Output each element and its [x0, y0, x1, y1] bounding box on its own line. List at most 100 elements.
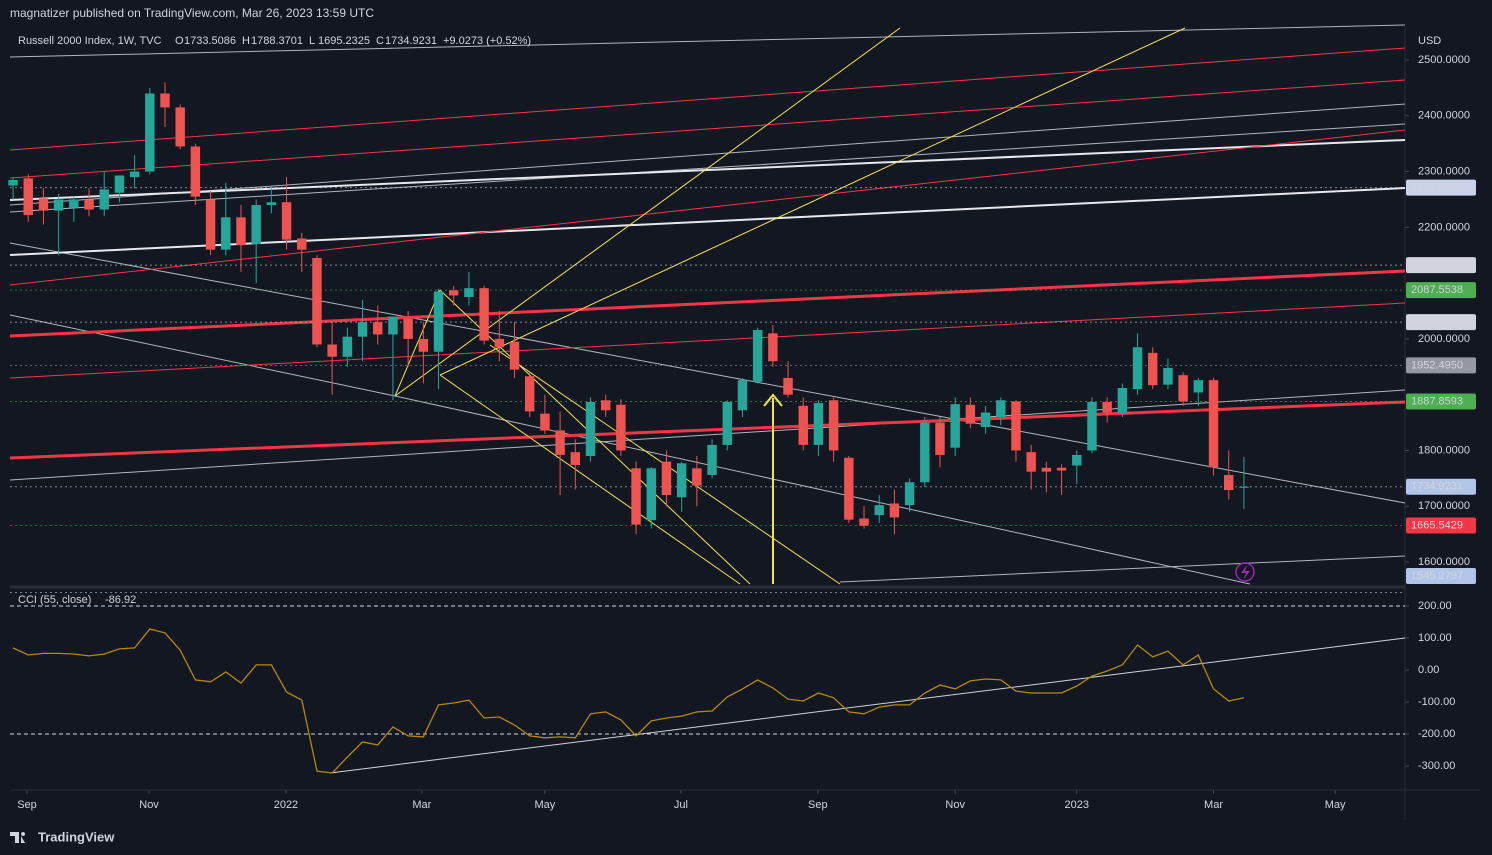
- candle-body: [266, 202, 277, 206]
- candle-body: [920, 422, 930, 483]
- candle-body: [84, 199, 94, 210]
- candle-body: [783, 377, 793, 395]
- price-label-box: [1406, 282, 1476, 299]
- candle-body: [631, 468, 641, 525]
- y-tick-label: -100.00: [1418, 696, 1455, 708]
- candle-body: [327, 344, 337, 357]
- y-tick-label: 100.00: [1418, 632, 1452, 644]
- candle-body: [722, 401, 732, 445]
- x-tick-label: 2023: [1065, 799, 1089, 811]
- candle-body: [281, 202, 292, 240]
- price-label: 2132.2527: [1411, 259, 1463, 271]
- x-tick-label: Mar: [412, 799, 431, 811]
- candle-body: [585, 401, 596, 457]
- candle-body: [373, 322, 383, 335]
- candle-body: [1224, 475, 1234, 491]
- candle-body: [1163, 367, 1173, 385]
- candle-body: [388, 316, 398, 335]
- candle-body: [524, 376, 535, 412]
- x-tick-label: Sep: [808, 799, 828, 811]
- candle-body: [904, 482, 915, 506]
- candle-body: [692, 468, 702, 486]
- currency: USD: [1418, 35, 1441, 47]
- candle-body: [844, 457, 854, 520]
- candle-body: [980, 412, 991, 428]
- y-tick-label: 0.00: [1418, 664, 1439, 676]
- x-tick-label: Nov: [139, 799, 159, 811]
- ohlc-key: C: [376, 35, 384, 47]
- drawings: [9, 24, 1406, 774]
- candle-body: [357, 322, 368, 337]
- candle-body: [433, 291, 444, 352]
- y-tick-label: 2200.0000: [1418, 221, 1470, 233]
- candle-body: [221, 217, 231, 250]
- y-tick-label: 200.00: [1418, 600, 1452, 612]
- candle-body: [190, 146, 201, 197]
- candle-body: [1072, 454, 1082, 466]
- candle-body: [23, 178, 33, 216]
- candle-body: [403, 318, 413, 339]
- y-tick-label: 2400.0000: [1418, 110, 1470, 122]
- candle-body: [129, 171, 140, 178]
- ohlc-value: 1788.3701: [251, 35, 303, 47]
- candle-body: [950, 404, 960, 448]
- price-label-box: [1406, 179, 1476, 196]
- candle-body: [236, 217, 246, 246]
- candle-body: [297, 238, 307, 250]
- ohlc-key: O: [175, 35, 184, 47]
- candle-body: [570, 452, 581, 465]
- candle-body: [1178, 375, 1188, 402]
- change: +9.0273 (+0.52%): [443, 35, 531, 47]
- candle-body: [889, 503, 900, 518]
- candle-body: [676, 463, 687, 498]
- y-tick-label: -200.00: [1418, 728, 1455, 740]
- candle-body: [99, 189, 109, 210]
- candle-body: [464, 288, 474, 298]
- ohlc-key: H: [242, 35, 250, 47]
- price-label: 2030.0509: [1411, 316, 1463, 328]
- candle-body: [1026, 452, 1036, 472]
- candle-body: [38, 198, 49, 211]
- legend: Russell 2000 Index, 1W, TVC O 1733.5086 H 1…: [18, 35, 531, 47]
- candle-body: [1087, 401, 1097, 451]
- candle-body: [251, 205, 261, 245]
- x-tick-label: May: [1325, 799, 1346, 811]
- y-tick-label: 2500.0000: [1418, 54, 1470, 66]
- brand: TradingView: [38, 829, 115, 844]
- candle-body: [1102, 401, 1112, 413]
- candle-body: [494, 338, 505, 348]
- candle-body: [935, 422, 945, 455]
- publisher: magnatizer published on TradingView.com,…: [10, 6, 374, 20]
- price-label: 2271.2423: [1411, 182, 1463, 194]
- price-label: 1734.9231: [1411, 481, 1463, 493]
- symbol: Russell 2000 Index, 1W, TVC: [18, 35, 162, 47]
- x-tick-label: 2022: [274, 799, 298, 811]
- candle-body: [160, 93, 170, 108]
- ohlc-key: L: [309, 35, 315, 47]
- candle-body: [600, 400, 611, 411]
- indicator-last: -86.92: [105, 594, 136, 606]
- y-tick-label: 1600.0000: [1418, 556, 1470, 568]
- candle-body: [479, 288, 489, 341]
- candle-body: [145, 93, 155, 172]
- price-label: 1952.4950: [1411, 359, 1463, 371]
- x-tick-label: May: [535, 799, 556, 811]
- x-tick-label: Nov: [945, 799, 965, 811]
- indicator-name: CCI (55, close): [18, 594, 91, 606]
- x-tick-label: Mar: [1204, 799, 1223, 811]
- y-tick-label: 1700.0000: [1418, 500, 1470, 512]
- y-tick-label: -300.00: [1418, 760, 1455, 772]
- candle-body: [312, 258, 322, 345]
- price-label-box: [1406, 517, 1476, 534]
- candle-body: [1148, 352, 1158, 386]
- candle-body: [53, 199, 64, 211]
- price-label-box: [1406, 257, 1476, 274]
- y-tick-label: 2000.0000: [1418, 333, 1470, 345]
- candle-body: [616, 404, 626, 451]
- candle-body: [1041, 467, 1052, 472]
- candle-body: [1193, 380, 1204, 393]
- candle-body: [205, 199, 216, 250]
- candle-body: [1056, 467, 1067, 471]
- candle-body: [828, 400, 839, 451]
